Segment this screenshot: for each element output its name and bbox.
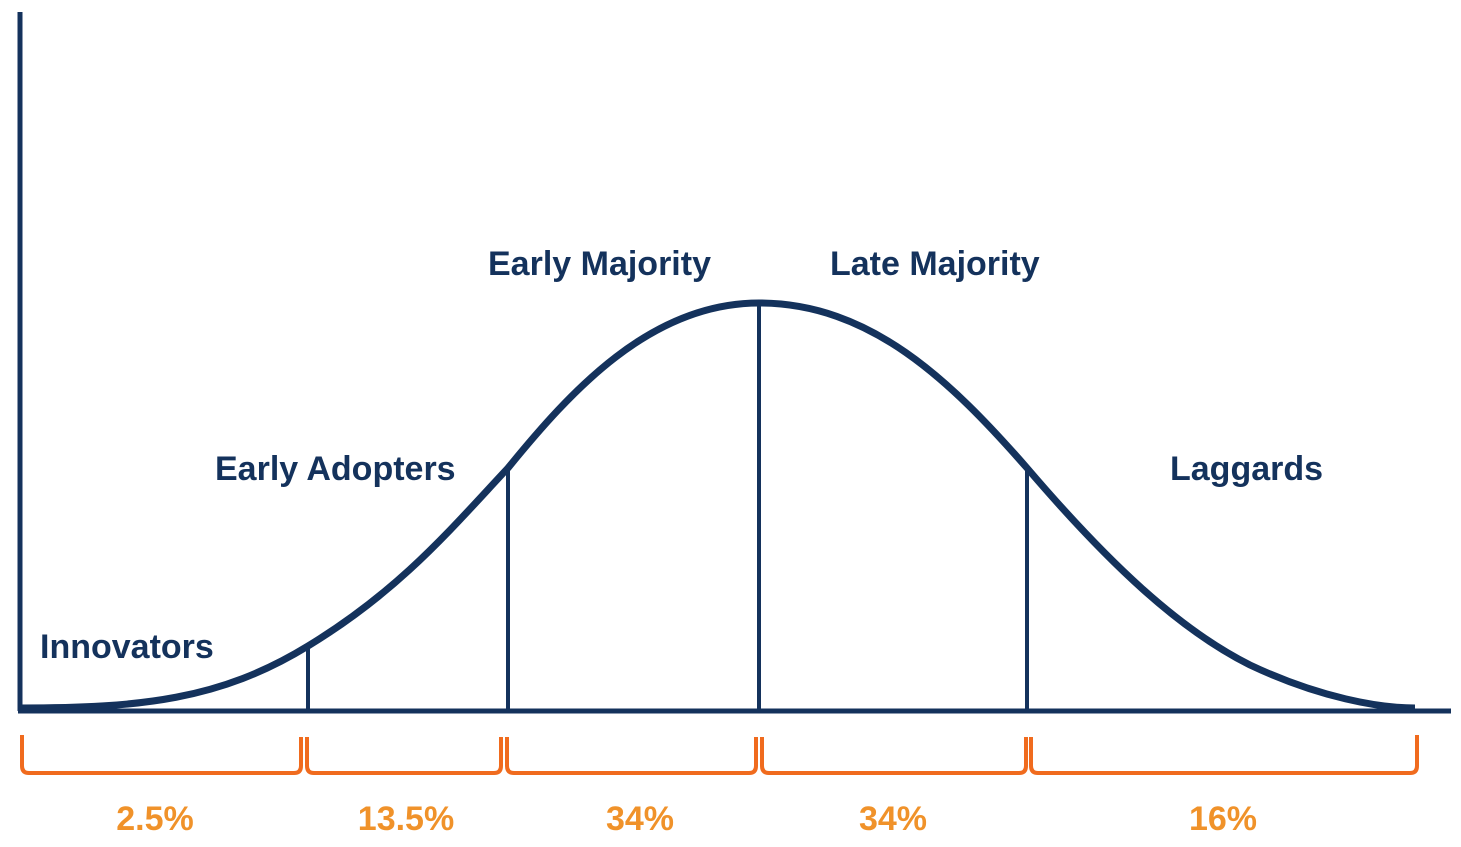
segment-label-early-majority: Early Majority [488, 245, 711, 283]
bracket-late-majority [760, 737, 1028, 775]
percent-late-majority: 34% [859, 800, 927, 838]
percent-early-majority: 34% [606, 800, 674, 838]
percent-laggards: 16% [1189, 800, 1257, 838]
segment-label-innovators: Innovators [40, 628, 214, 666]
bracket-early-majority [505, 737, 758, 775]
segment-label-laggards: Laggards [1170, 450, 1323, 488]
segment-label-late-majority: Late Majority [830, 245, 1040, 283]
bell-curve [19, 299, 1416, 712]
bracket-innovators [20, 735, 303, 775]
percent-innovators: 2.5% [116, 800, 194, 838]
segment-label-early-adopters: Early Adopters [215, 450, 456, 488]
bracket-laggards [1029, 735, 1419, 775]
percent-early-adopters: 13.5% [358, 800, 454, 838]
bracket-early-adopters [305, 737, 503, 775]
